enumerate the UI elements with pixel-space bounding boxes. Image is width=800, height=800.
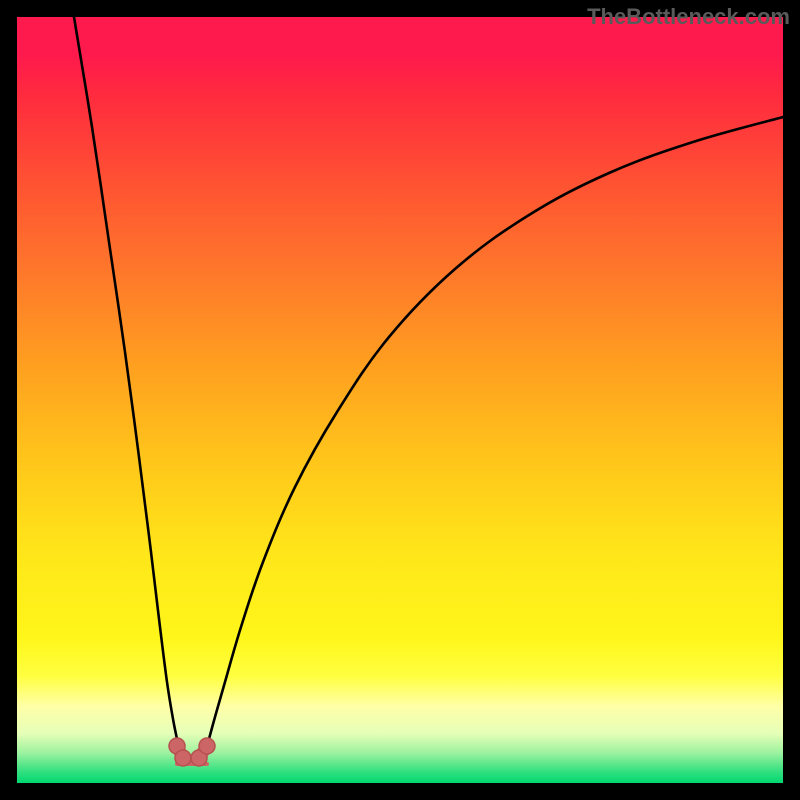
marker-dot xyxy=(199,738,215,754)
page-root: TheBottleneck.com xyxy=(0,0,800,800)
attribution-watermark: TheBottleneck.com xyxy=(587,4,790,30)
plot-area xyxy=(17,17,783,783)
marker-dot xyxy=(175,750,191,766)
chart-svg xyxy=(17,17,783,783)
